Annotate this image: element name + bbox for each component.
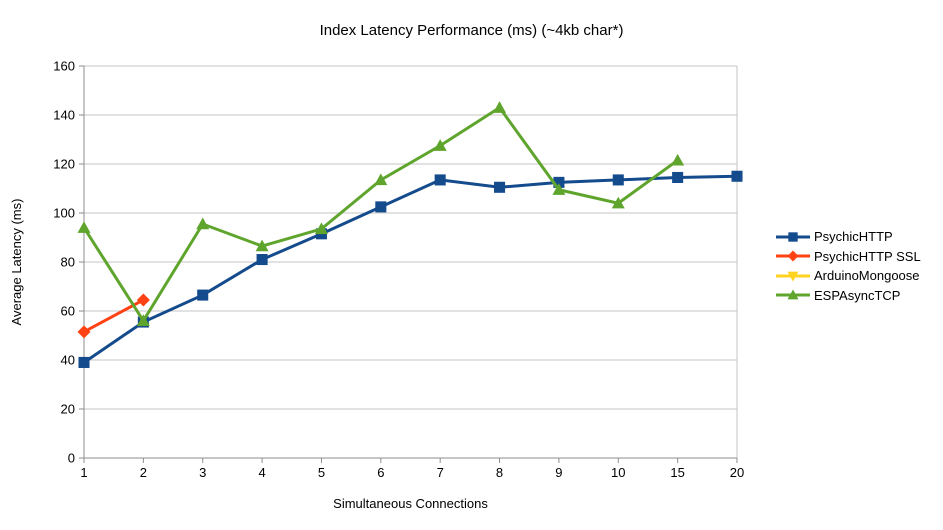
y-tick-label: 60 bbox=[61, 304, 75, 319]
x-tick-label: 4 bbox=[258, 465, 265, 480]
marker-triangle-up bbox=[77, 221, 91, 233]
marker-square bbox=[256, 254, 268, 266]
marker-triangle-up bbox=[493, 101, 507, 113]
legend-label: ESPAsyncTCP bbox=[814, 287, 901, 303]
legend-item-espasynctcp: ESPAsyncTCP bbox=[776, 286, 921, 306]
marker-square bbox=[788, 232, 798, 242]
legend-swatch-graphic bbox=[776, 250, 810, 262]
marker-square bbox=[731, 170, 743, 182]
marker-diamond bbox=[136, 293, 150, 307]
y-tick-label: 40 bbox=[61, 353, 75, 368]
legend-swatch-psychichttp-ssl bbox=[776, 249, 810, 263]
chart-title: Index Latency Performance (ms) (~4kb cha… bbox=[319, 22, 624, 39]
y-tick-label: 20 bbox=[61, 402, 75, 417]
x-tick-label: 8 bbox=[496, 465, 503, 480]
marker-diamond bbox=[77, 325, 91, 339]
legend-item-arduinomongoose: ArduinoMongoose bbox=[776, 266, 921, 286]
marker-square bbox=[434, 174, 446, 186]
x-tick-label: 3 bbox=[199, 465, 206, 480]
legend-label: PsychicHTTP bbox=[814, 229, 893, 245]
marker-triangle-up bbox=[671, 153, 685, 166]
marker-triangle-up bbox=[196, 217, 210, 230]
x-tick-label: 10 bbox=[611, 465, 625, 480]
series-line bbox=[82, 105, 679, 324]
legend-swatch-graphic bbox=[776, 271, 810, 282]
marker-triangle-up bbox=[374, 173, 388, 186]
x-axis-title: Simultaneous Connections bbox=[333, 496, 488, 511]
x-tick-label: 5 bbox=[318, 465, 325, 480]
series-line bbox=[83, 174, 738, 364]
y-tick-label: 80 bbox=[61, 255, 75, 270]
marker-triangle-up bbox=[255, 239, 269, 252]
marker-triangle-up bbox=[433, 139, 447, 151]
marker-square bbox=[375, 201, 387, 213]
marker-triangle-up bbox=[552, 183, 566, 195]
legend-swatch-graphic bbox=[776, 232, 810, 242]
marker-diamond bbox=[787, 250, 799, 262]
marker-square bbox=[197, 289, 209, 301]
legend-swatch-arduinomongoose bbox=[776, 269, 810, 283]
legend-label: PsychicHTTP SSL bbox=[814, 248, 921, 264]
legend-swatch-psychichttp bbox=[776, 230, 810, 244]
y-tick-label: 140 bbox=[53, 108, 75, 123]
x-tick-label: 1 bbox=[80, 465, 87, 480]
legend-swatch-graphic bbox=[776, 289, 810, 300]
marker-square bbox=[672, 171, 684, 183]
legend-label: ArduinoMongoose bbox=[814, 268, 920, 284]
y-tick-label: 160 bbox=[53, 59, 75, 74]
legend-swatch-espasynctcp bbox=[776, 288, 810, 302]
marker-triangle-up bbox=[787, 289, 799, 300]
marker-square bbox=[78, 356, 90, 368]
marker-triangle-up bbox=[611, 196, 625, 209]
marker-square bbox=[494, 181, 506, 193]
marker-triangle-down bbox=[787, 271, 799, 282]
legend-item-psychichttp-ssl: PsychicHTTP SSL bbox=[776, 247, 921, 267]
x-tick-label: 6 bbox=[377, 465, 384, 480]
y-tick-label: 0 bbox=[68, 451, 75, 466]
x-tick-label: 9 bbox=[555, 465, 562, 480]
marker-triangle-up bbox=[136, 314, 150, 326]
legend-item-psychichttp: PsychicHTTP bbox=[776, 227, 921, 247]
y-tick-label: 100 bbox=[53, 206, 75, 221]
marker-square bbox=[612, 174, 624, 186]
marker-triangle-up bbox=[314, 222, 328, 235]
x-tick-label: 2 bbox=[140, 465, 147, 480]
legend: PsychicHTTP PsychicHTTP SSL ArduinoMongo… bbox=[776, 227, 921, 305]
x-tick-label: 20 bbox=[730, 465, 744, 480]
marker-square bbox=[553, 176, 565, 188]
y-tick-label: 120 bbox=[53, 157, 75, 172]
x-tick-label: 15 bbox=[670, 465, 684, 480]
x-tick-label: 7 bbox=[437, 465, 444, 480]
